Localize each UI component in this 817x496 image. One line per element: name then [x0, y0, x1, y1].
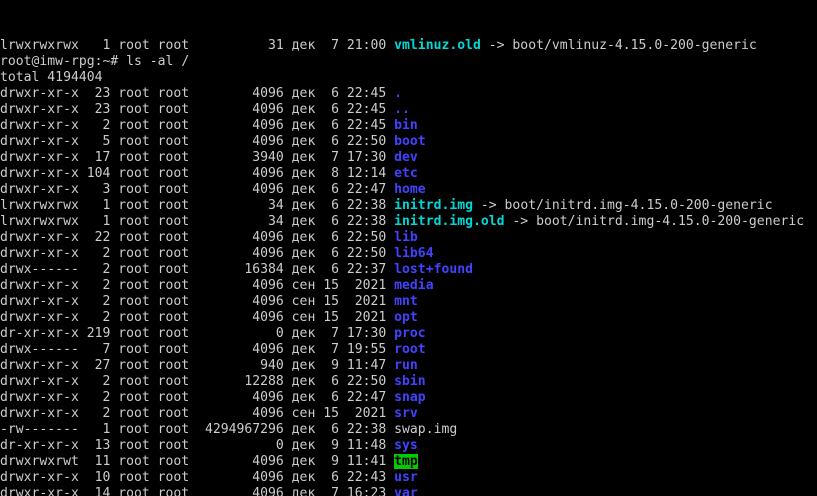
entry-name-.[interactable]: . [394, 86, 403, 101]
entry-name-opt[interactable]: opt [394, 310, 418, 325]
table-row: lrwxrwxrwx 1 root root 34 дек 6 22:38 in… [0, 198, 817, 214]
entry-name-snap[interactable]: snap [394, 390, 426, 405]
table-row: drwxr-xr-x 2 root root 4096 дек 6 22:45 … [0, 118, 817, 134]
table-row: drwxr-xr-x 2 root root 4096 сен 15 2021 … [0, 294, 817, 310]
table-row: drwxr-xr-x 2 root root 4096 дек 6 22:50 … [0, 246, 817, 262]
entry-name-tmp[interactable]: tmp [394, 454, 418, 469]
entry-meta: drwxr-xr-x 2 root root 4096 сен 15 2021 [0, 294, 395, 309]
table-row: drwxr-xr-x 3 root root 4096 дек 6 22:47 … [0, 182, 817, 198]
entry-name-initrd.img.old[interactable]: initrd.img.old [394, 214, 505, 229]
scrollback-partial-row: lrwxrwxrwx 1 root root 31 дек 7 21:00 vm… [0, 38, 817, 54]
table-row: drwxr-xr-x 23 root root 4096 дек 6 22:45… [0, 86, 817, 102]
table-row: drwxr-xr-x 104 root root 4096 дек 8 12:1… [0, 166, 817, 182]
table-row: drwxr-xr-x 22 root root 4096 дек 6 22:50… [0, 230, 817, 246]
symlink-target[interactable]: boot/initrd.img-4.15.0-200-generic [536, 214, 805, 229]
symlink-arrow: -> [473, 198, 505, 213]
entry-name-sbin[interactable]: sbin [394, 374, 426, 389]
table-row: drwxr-xr-x 23 root root 4096 дек 6 22:45… [0, 102, 817, 118]
table-row: drwx------ 7 root root 4096 дек 7 19:55 … [0, 342, 817, 358]
table-row: -rw------- 1 root root 4294967296 дек 6 … [0, 422, 817, 438]
symlink-arrow: -> [504, 214, 537, 229]
entry-meta: drwxr-xr-x 5 root root 4096 дек 6 22:50 [0, 134, 395, 149]
entry-meta: dr-xr-xr-x 219 root root 0 дек 7 17:30 [0, 326, 395, 341]
entry-name-lib[interactable]: lib [394, 230, 418, 245]
table-row: drwxr-xr-x 14 root root 4096 дек 7 16:23… [0, 486, 817, 496]
entry-meta: drwxr-xr-x 2 root root 4096 сен 15 2021 [0, 406, 395, 421]
entry-meta: lrwxrwxrwx 1 root root 34 дек 6 22:38 [0, 198, 395, 213]
table-row: drwxr-xr-x 10 root root 4096 дек 6 22:43… [0, 470, 817, 486]
entry-meta: drwxr-xr-x 2 root root 4096 дек 6 22:45 [0, 118, 395, 133]
total-label: total 4194404 [0, 70, 103, 85]
entry-meta: drwx------ 7 root root 4096 дек 7 19:55 [0, 342, 395, 357]
table-row: drwxr-xr-x 2 root root 4096 сен 15 2021 … [0, 278, 817, 294]
entry-name-..[interactable]: .. [394, 102, 410, 117]
entry-name-vmlinuz.old[interactable]: vmlinuz.old [394, 38, 481, 53]
symlink-arrow: -> [480, 38, 513, 53]
entry-meta: drwxr-xr-x 2 root root 12288 дек 6 22:50 [0, 374, 395, 389]
command-row: root@imw-rpg:~# ls -al / [0, 54, 817, 70]
entry-meta: drwxr-xr-x 104 root root 4096 дек 8 12:1… [0, 166, 395, 181]
table-row: drwxr-xr-x 27 root root 940 дек 9 11:47 … [0, 358, 817, 374]
table-row: drwxrwxrwt 11 root root 4096 дек 9 11:41… [0, 454, 817, 470]
table-row: drwxr-xr-x 2 root root 12288 дек 6 22:50… [0, 374, 817, 390]
entry-meta: drwxr-xr-x 23 root root 4096 дек 6 22:45 [0, 102, 395, 117]
entry-name-run[interactable]: run [394, 358, 418, 373]
entry-name-mnt[interactable]: mnt [394, 294, 418, 309]
entry-meta: drwxr-xr-x 10 root root 4096 дек 6 22:43 [0, 470, 395, 485]
entry-name-lib64[interactable]: lib64 [394, 246, 434, 261]
entry-name-proc[interactable]: proc [394, 326, 426, 341]
table-row: drwx------ 2 root root 16384 дек 6 22:37… [0, 262, 817, 278]
entry-name-root[interactable]: root [394, 342, 426, 357]
symlink-target[interactable]: boot/vmlinuz-4.15.0-200-generic [512, 38, 757, 53]
shell-prompt: root@imw-rpg:~# [0, 54, 127, 69]
table-row: drwxr-xr-x 17 root root 3940 дек 7 17:30… [0, 150, 817, 166]
table-row: drwxr-xr-x 2 root root 4096 сен 15 2021 … [0, 406, 817, 422]
entry-name-bin[interactable]: bin [394, 118, 418, 133]
entry-meta: lrwxrwxrwx 1 root root 34 дек 6 22:38 [0, 214, 395, 229]
entry-name-lost+found[interactable]: lost+found [394, 262, 473, 277]
entry-name-dev[interactable]: dev [394, 150, 418, 165]
entry-meta: drwxr-xr-x 14 root root 4096 дек 7 16:23 [0, 486, 395, 496]
table-row: drwxr-xr-x 5 root root 4096 дек 6 22:50 … [0, 134, 817, 150]
entry-name-usr[interactable]: usr [394, 470, 418, 485]
table-row: drwxr-xr-x 2 root root 4096 сен 15 2021 … [0, 310, 817, 326]
entry-name-boot[interactable]: boot [394, 134, 426, 149]
entry-meta: drwxr-xr-x 23 root root 4096 дек 6 22:45 [0, 86, 395, 101]
entry-meta: drwxr-xr-x 27 root root 940 дек 9 11:47 [0, 358, 395, 373]
entry-meta: dr-xr-xr-x 13 root root 0 дек 9 11:48 [0, 438, 395, 453]
entry-name-home[interactable]: home [394, 182, 426, 197]
entry-meta: drwxr-xr-x 22 root root 4096 дек 6 22:50 [0, 230, 395, 245]
table-row: dr-xr-xr-x 13 root root 0 дек 9 11:48 sy… [0, 438, 817, 454]
entry-name-srv[interactable]: srv [394, 406, 418, 421]
entry-name-swap.img[interactable]: swap.img [394, 422, 458, 437]
entry-name-var[interactable]: var [394, 486, 418, 496]
entry-meta: drwxr-xr-x 3 root root 4096 дек 6 22:47 [0, 182, 395, 197]
total-row: total 4194404 [0, 70, 817, 86]
table-row: lrwxrwxrwx 1 root root 34 дек 6 22:38 in… [0, 214, 817, 230]
entry-meta: drwxr-xr-x 2 root root 4096 сен 15 2021 [0, 278, 395, 293]
shell-command[interactable]: ls -al / [126, 54, 190, 69]
entry-name-initrd.img[interactable]: initrd.img [394, 198, 473, 213]
table-row: drwxr-xr-x 2 root root 4096 дек 6 22:47 … [0, 390, 817, 406]
entry-name-sys[interactable]: sys [394, 438, 418, 453]
entry-meta: drwx------ 2 root root 16384 дек 6 22:37 [0, 262, 395, 277]
entry-name-media[interactable]: media [394, 278, 434, 293]
entry-meta: drwxr-xr-x 17 root root 3940 дек 7 17:30 [0, 150, 395, 165]
entry-meta: drwxrwxrwt 11 root root 4096 дек 9 11:41 [0, 454, 395, 469]
symlink-target[interactable]: boot/initrd.img-4.15.0-200-generic [504, 198, 773, 213]
entry-name-etc[interactable]: etc [394, 166, 418, 181]
table-row: dr-xr-xr-x 219 root root 0 дек 7 17:30 p… [0, 326, 817, 342]
entry-meta: drwxr-xr-x 2 root root 4096 дек 6 22:50 [0, 246, 395, 261]
entry-meta: drwxr-xr-x 2 root root 4096 сен 15 2021 [0, 310, 395, 325]
entry-meta: -rw------- 1 root root 4294967296 дек 6 … [0, 422, 395, 437]
entry-meta: lrwxrwxrwx 1 root root 31 дек 7 21:00 [0, 38, 395, 53]
entry-meta: drwxr-xr-x 2 root root 4096 дек 6 22:47 [0, 390, 395, 405]
